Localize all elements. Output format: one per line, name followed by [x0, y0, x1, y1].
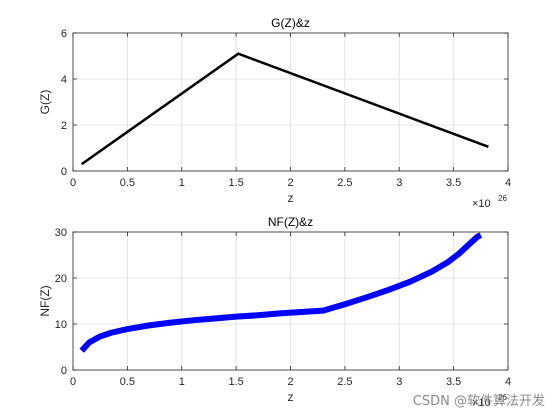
x-tick-label: 2.5: [337, 376, 352, 388]
x-tick-label: 4: [505, 376, 511, 388]
x-tick-label: 1: [179, 376, 185, 388]
x-axis-label: z: [288, 390, 294, 404]
y-tick-label: 2: [61, 120, 67, 132]
x-exponent-power: 26: [498, 194, 507, 203]
x-tick-label: 0.5: [120, 177, 135, 189]
x-tick-label: 2.5: [337, 177, 352, 189]
x-exponent-power: 26: [498, 393, 507, 402]
plot-nf-vs-z: 0 0.5 1 1.5 2 2.5 3 3.5 4 0 10 20 30 NF(Z)&z z NF(Z) ×10…: [38, 215, 511, 409]
x-tick-label: 3: [396, 376, 402, 388]
chart-title: NF(Z)&z: [268, 215, 313, 229]
y-tick-label: 4: [61, 74, 67, 86]
series-line: [79, 232, 482, 353]
y-tick-label: 0: [61, 365, 67, 377]
y-tick-label: 6: [61, 28, 67, 40]
y-tick-label: 30: [55, 227, 67, 239]
x-tick-label: 3: [396, 177, 402, 189]
x-tick-label: 2: [287, 376, 293, 388]
y-tick-label: 10: [55, 319, 67, 331]
x-axis-label: z: [288, 191, 294, 205]
y-axis-label: G(Z): [38, 90, 52, 115]
x-tick-label: 0: [70, 376, 76, 388]
x-exponent-base: ×10: [472, 198, 491, 210]
plot-g-vs-z: 0 0.5 1 1.5 2 2.5 3 3.5 4 0 2 4 6 G(Z)&z z G(Z) ×10 26: [38, 16, 511, 210]
y-axis-label: NF(Z): [38, 285, 52, 316]
x-tick-label: 0.5: [120, 376, 135, 388]
x-tick-label: 1.5: [228, 376, 243, 388]
chart-title: G(Z)&z: [271, 16, 310, 30]
x-tick-label: 1.5: [228, 177, 243, 189]
x-tick-label: 4: [505, 177, 511, 189]
watermark: CSDN @软件算法开发: [413, 393, 545, 409]
x-tick-label: 3.5: [446, 376, 461, 388]
y-tick-label: 20: [55, 273, 67, 285]
series-line: [80, 52, 489, 166]
x-tick-label: 3.5: [446, 177, 461, 189]
x-tick-label: 1: [179, 177, 185, 189]
x-exponent-base: ×10: [472, 397, 491, 409]
y-tick-label: 0: [61, 166, 67, 178]
x-tick-label: 2: [287, 177, 293, 189]
x-tick-label: 0: [70, 177, 76, 189]
